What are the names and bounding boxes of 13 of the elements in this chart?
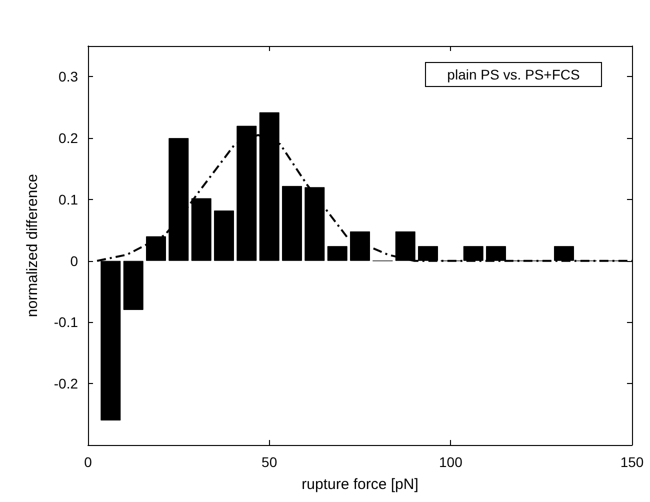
- y-tick-label: -0.1: [54, 314, 78, 330]
- annotation: plain PS vs. PS+FCS: [447, 66, 580, 82]
- y-tick-label: 0.3: [58, 68, 78, 85]
- x-tick-label: 50: [262, 454, 278, 470]
- y-tick-label: 0.2: [58, 130, 78, 146]
- y-tick-label: 0.1: [58, 191, 78, 208]
- y-tick-label: 0: [70, 252, 78, 269]
- x-tick-label: 100: [438, 454, 463, 470]
- x-tick-label: 0: [84, 454, 92, 470]
- y-tick-label: -0.2: [54, 376, 78, 392]
- x-axis-title: rupture force [pN]: [302, 476, 418, 493]
- x-tick-label: 150: [620, 454, 644, 470]
- y-axis-title: normalized difference: [24, 174, 41, 318]
